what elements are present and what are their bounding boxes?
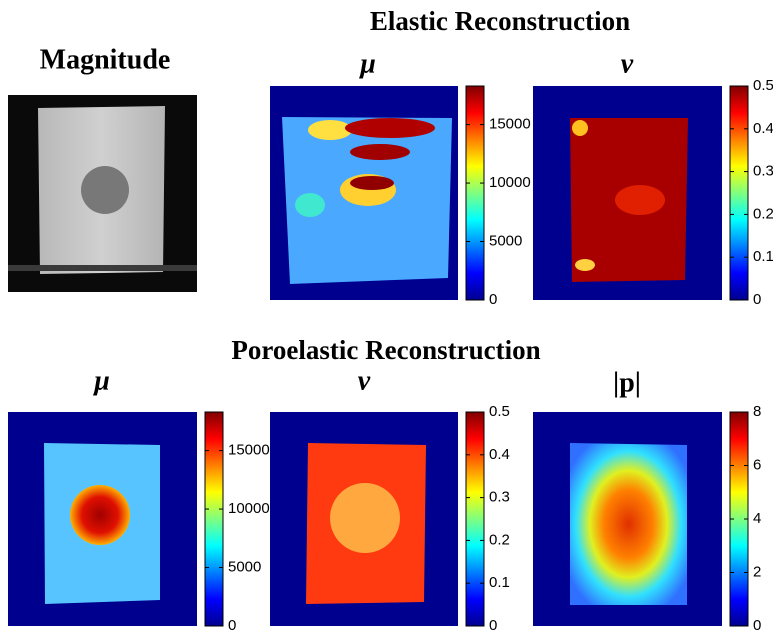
panel-title: ν <box>358 365 371 396</box>
colorbar-tick-label: 0 <box>753 617 761 633</box>
colorbar-tick-label: 10000 <box>489 174 531 191</box>
colorbar-tick-label: 0 <box>489 291 497 308</box>
colorbar-tick-label: 0.5 <box>753 77 773 94</box>
image-elastic-nu <box>533 86 722 300</box>
colorbar-tick-label: 0.2 <box>753 205 773 222</box>
panel-title: |p| <box>613 367 641 398</box>
panel-title: μ <box>92 365 110 396</box>
colorbar-tick-label: 0.3 <box>753 163 773 180</box>
image-magnitude <box>8 95 197 292</box>
panel-title: Magnitude <box>40 44 171 75</box>
colorbar-tick-label: 5000 <box>228 558 261 575</box>
colorbar-tick-label: 6 <box>753 456 761 473</box>
colorbar <box>466 86 484 300</box>
colorbar-tick-label: 0.5 <box>489 403 510 420</box>
colorbar-tick-label: 0 <box>489 617 497 633</box>
image-elastic-mu <box>270 86 458 300</box>
colorbar-tick-label: 15000 <box>489 116 531 133</box>
colorbar-tick-label: 4 <box>753 510 761 527</box>
panel-title: μ <box>358 48 376 79</box>
colorbar-tick-label: 0.4 <box>753 120 773 137</box>
colorbar-tick-label: 15000 <box>228 442 270 459</box>
figure: Elastic Reconstruction Poroelastic Recon… <box>0 0 773 633</box>
colorbar-tick-label: 0 <box>228 617 236 633</box>
section-title: Poroelastic Reconstruction <box>231 335 540 365</box>
colorbar-tick-label: 0.3 <box>489 489 510 506</box>
colorbar-tick-label: 0.4 <box>489 446 510 463</box>
colorbar-tick-label: 0 <box>753 291 761 308</box>
colorbar-tick-label: 0.2 <box>489 531 510 548</box>
colorbar-tick-label: 0.1 <box>489 574 510 591</box>
panel-title: ν <box>621 48 634 79</box>
colorbar-tick-label: 2 <box>753 563 761 580</box>
colorbar-tick-label: 0.1 <box>753 248 773 265</box>
image-pressure <box>533 412 722 626</box>
colorbar <box>205 412 223 626</box>
colorbar <box>730 86 748 300</box>
colorbar-tick-label: 8 <box>753 403 761 420</box>
image-poro-mu <box>8 412 197 626</box>
colorbar-tick-label: 10000 <box>228 500 270 517</box>
colorbar-tick-label: 5000 <box>489 232 522 249</box>
colorbar <box>466 412 484 626</box>
image-poro-nu <box>270 412 458 626</box>
section-title: Elastic Reconstruction <box>370 6 630 36</box>
